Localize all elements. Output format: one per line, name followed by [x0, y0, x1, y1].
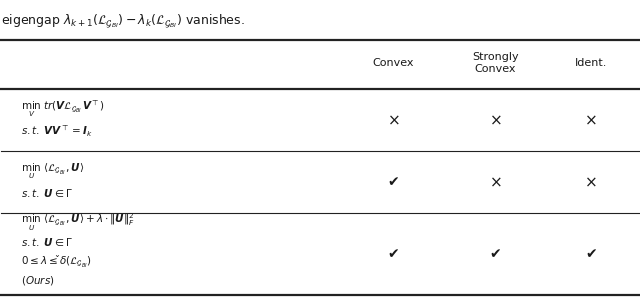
Text: Ident.: Ident. [575, 58, 607, 68]
Text: $\times$: $\times$ [489, 112, 502, 127]
Text: ✔: ✔ [387, 247, 399, 261]
Text: $0\leq\lambda\leq\check{\delta}(\mathcal{L}_{\mathcal{G}_{BI}})$: $0\leq\lambda\leq\check{\delta}(\mathcal… [20, 253, 92, 269]
Text: ✔: ✔ [585, 247, 596, 261]
Text: $\times$: $\times$ [584, 112, 597, 127]
Text: $\times$: $\times$ [584, 175, 597, 190]
Text: $(\mathit{Ours})$: $(\mathit{Ours})$ [20, 274, 54, 287]
Text: $s.t.\;\boldsymbol{U}\in\Gamma$: $s.t.\;\boldsymbol{U}\in\Gamma$ [20, 236, 72, 248]
Text: Strongly
Convex: Strongly Convex [472, 52, 518, 74]
Text: $s.t.\;\boldsymbol{U}\in\Gamma$: $s.t.\;\boldsymbol{U}\in\Gamma$ [20, 187, 72, 199]
Text: ✔: ✔ [490, 247, 501, 261]
Text: $\times$: $\times$ [489, 175, 502, 190]
Text: Convex: Convex [372, 58, 414, 68]
Text: ✔: ✔ [387, 175, 399, 189]
Text: $\min_{U}\;\langle\mathcal{L}_{\mathcal{G}_{BI}},\boldsymbol{U}\rangle + \lambda: $\min_{U}\;\langle\mathcal{L}_{\mathcal{… [20, 212, 134, 234]
Text: eigengap $\lambda_{k+1}(\mathcal{L}_{\mathcal{G}_{BI}}) - \lambda_k(\mathcal{L}_: eigengap $\lambda_{k+1}(\mathcal{L}_{\ma… [1, 12, 245, 30]
Text: $\min_{U}\;\langle\mathcal{L}_{\mathcal{G}_{BI}},\boldsymbol{U}\rangle$: $\min_{U}\;\langle\mathcal{L}_{\mathcal{… [20, 161, 84, 181]
Text: $\min_{V}\;\mathit{tr}(\boldsymbol{V}\mathcal{L}_{\mathcal{G}_{BI}}\boldsymbol{V: $\min_{V}\;\mathit{tr}(\boldsymbol{V}\ma… [20, 98, 104, 119]
Text: $s.t.\;\boldsymbol{VV}^{\top}=\boldsymbol{I}_k$: $s.t.\;\boldsymbol{VV}^{\top}=\boldsymbo… [20, 123, 92, 139]
Text: $\times$: $\times$ [387, 112, 399, 127]
